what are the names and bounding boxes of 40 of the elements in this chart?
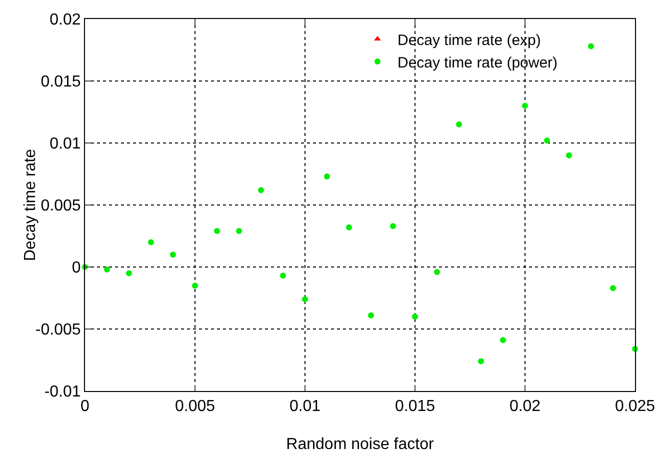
point xyxy=(610,285,616,292)
point xyxy=(126,270,132,276)
y-tick-label: 0 xyxy=(72,260,81,277)
point xyxy=(258,187,264,194)
point xyxy=(500,337,506,344)
y-tick-label: 0.005 xyxy=(40,198,81,215)
point xyxy=(280,272,286,279)
point xyxy=(236,228,242,234)
legend-label: Decay time rate (power) xyxy=(398,54,558,72)
point xyxy=(412,314,418,320)
point xyxy=(588,43,594,50)
point xyxy=(390,223,396,230)
x-tick-label: 0.005 xyxy=(174,398,216,416)
point xyxy=(148,239,154,246)
point xyxy=(434,268,440,275)
point xyxy=(544,138,550,144)
point xyxy=(214,228,220,234)
point xyxy=(456,121,462,128)
point xyxy=(170,252,176,258)
point xyxy=(192,282,198,289)
x-axis-title: Random noise factor xyxy=(286,436,434,453)
point xyxy=(522,102,528,109)
y-tick-label: -0.01 xyxy=(44,384,81,401)
point xyxy=(104,266,110,272)
point xyxy=(478,358,484,364)
y-tick-label: -0.005 xyxy=(35,322,81,339)
y-tick-label: 0.01 xyxy=(50,136,81,153)
y-tick-label: 0.02 xyxy=(50,12,81,29)
x-tick-label: 0.025 xyxy=(614,398,656,416)
point xyxy=(324,173,330,180)
point xyxy=(346,224,352,230)
point xyxy=(302,296,308,302)
x-tick-label: 0.01 xyxy=(289,398,321,416)
y-axis-title: Decay time rate xyxy=(22,148,39,262)
y-tick-label: 0.015 xyxy=(40,74,81,91)
x-tick-label: 0.015 xyxy=(394,398,436,416)
point xyxy=(566,152,572,158)
legend-label: Decay time rate (exp) xyxy=(398,32,541,49)
x-tick-label: 0.02 xyxy=(509,398,541,416)
point xyxy=(368,312,374,318)
